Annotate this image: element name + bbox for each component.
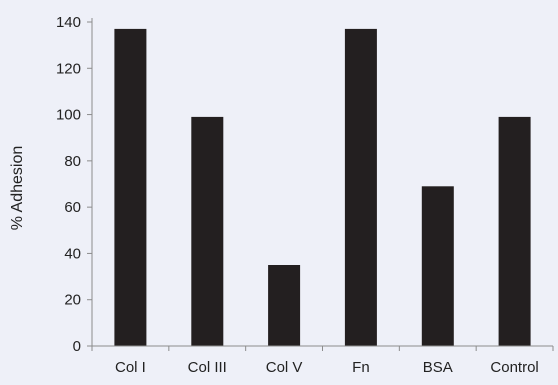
labels-layer: 0 20 40 60 80 100 120 140 Col I Col III Col V Fn BSA…	[56, 14, 539, 376]
x-tick-label: Col III	[188, 359, 227, 376]
bar-col-iii	[191, 116, 224, 347]
x-tick-label: Col V	[266, 359, 303, 376]
bar-col-i	[114, 28, 147, 347]
x-tick-label: Control	[490, 359, 538, 376]
y-axis-title: % Adhesion	[9, 146, 26, 231]
y-tick-label: 20	[64, 292, 81, 309]
axes-layer	[87, 18, 554, 351]
y-tick-label: 120	[56, 60, 81, 77]
y-tick-label: 60	[64, 199, 81, 216]
bars-layer	[114, 28, 531, 347]
y-tick-label: 0	[73, 338, 81, 355]
y-tick-label: 140	[56, 14, 81, 31]
bar-control	[498, 116, 531, 347]
x-tick-label: Col I	[115, 359, 146, 376]
y-tick-label: 80	[64, 153, 81, 170]
x-tick-label: BSA	[423, 359, 453, 376]
bar-fn	[344, 28, 377, 347]
bar-col-v	[268, 265, 301, 346]
bar-bsa	[421, 186, 454, 346]
x-tick-label: Fn	[352, 359, 370, 376]
y-tick-label: 100	[56, 107, 81, 124]
y-tick-label: 40	[64, 245, 81, 262]
